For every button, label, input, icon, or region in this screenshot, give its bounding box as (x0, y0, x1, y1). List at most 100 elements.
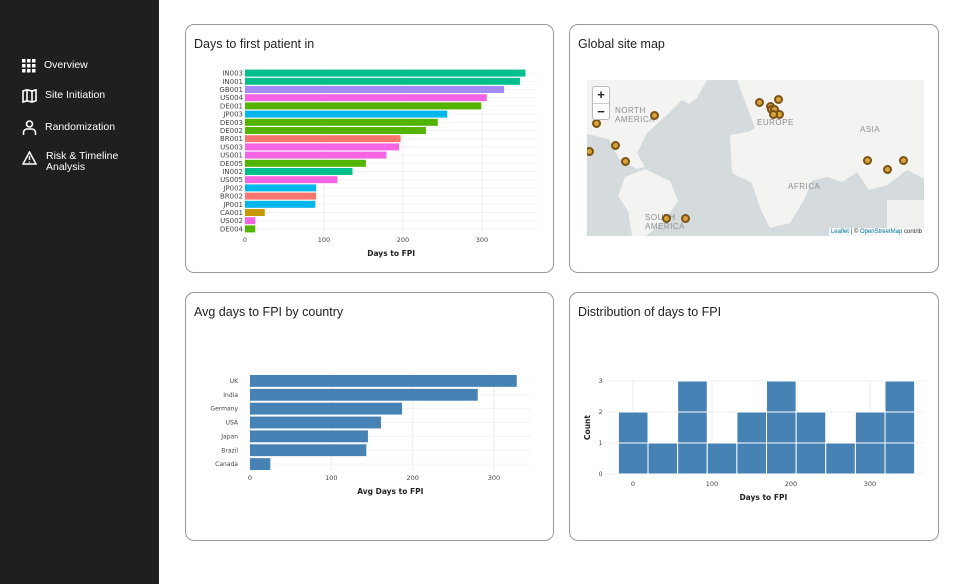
y-tick-label: IN002 (222, 168, 243, 176)
bar-india (250, 388, 478, 401)
site-marker[interactable] (898, 155, 908, 165)
y-tick-label: Germany (210, 406, 238, 413)
leaflet-link[interactable]: Leaflet (830, 229, 849, 235)
histogram-bar (884, 442, 916, 475)
bar-de004 (245, 225, 256, 233)
y-tick-label: Brazil (221, 447, 238, 454)
site-marker[interactable] (754, 97, 764, 107)
x-tick-label: 300 (476, 236, 488, 244)
sidebar: Overview Site Initiation Randomization R… (0, 0, 159, 584)
bar-usa (250, 416, 381, 429)
y-tick-label: 2 (599, 409, 603, 416)
y-tick-label: US005 (220, 176, 243, 184)
x-axis-title: Days to FPI (367, 249, 415, 258)
bar-gb001 (245, 86, 505, 93)
histogram-bar (647, 442, 679, 475)
y-tick-label: Canada (215, 461, 238, 468)
grid-icon (22, 59, 36, 73)
card-title: Avg days to FPI by country (194, 305, 344, 319)
warning-icon (22, 151, 37, 165)
sidebar-item-label: Randomization (45, 121, 116, 133)
x-tick-label: 200 (406, 474, 418, 482)
site-marker[interactable] (680, 213, 690, 223)
histogram-bar (884, 411, 916, 444)
histogram-bar (766, 380, 797, 413)
y-tick-label: 0 (599, 471, 603, 478)
y-tick-label: UK (230, 378, 239, 385)
x-axis-title: Days to FPI (739, 493, 787, 502)
bar-jp002 (245, 184, 317, 192)
y-axis-title: Count (583, 415, 592, 440)
histogram-bar (766, 442, 797, 475)
bar-brazil (250, 444, 367, 457)
x-tick-label: 200 (397, 236, 409, 244)
bar-in003 (245, 69, 526, 77)
bar-de005 (245, 159, 366, 167)
map-label-europe: EUROPE (757, 118, 794, 127)
sidebar-item-label: Overview (44, 59, 88, 71)
sidebar-item-randomization[interactable]: Randomization (22, 120, 115, 135)
bar-japan (250, 430, 368, 443)
y-tick-label: US004 (220, 94, 243, 102)
bar-br002 (245, 192, 317, 200)
bar-us002 (245, 217, 256, 225)
fpi-bar-chart: 0 100 200 300 IN003IN001GB001US004DE001JP003… (219, 69, 538, 258)
sidebar-item-overview[interactable]: Overview (22, 59, 88, 73)
bar-us001 (245, 151, 387, 159)
user-icon (22, 120, 37, 135)
site-marker[interactable] (768, 109, 778, 119)
site-map[interactable]: NORTH AMERICA EUROPE ASIA AFRICA SOUTH A… (587, 80, 924, 236)
zoom-in-button[interactable]: + (597, 87, 605, 102)
sidebar-item-risk-timeline[interactable]: Risk & Timeline Analysis (22, 151, 118, 173)
y-tick-label: DE001 (220, 102, 243, 110)
zoom-control: + − (592, 86, 610, 120)
bar-in001 (245, 77, 520, 85)
bar-ca001 (245, 209, 265, 216)
bar-de002 (245, 127, 426, 134)
histogram-bar (736, 411, 768, 444)
y-tick-label: US002 (220, 217, 243, 225)
bar-jp003 (245, 110, 448, 118)
y-tick-label: GB001 (219, 86, 243, 94)
map-land (587, 80, 924, 236)
y-tick-label: DE005 (220, 160, 243, 168)
site-marker[interactable] (661, 213, 671, 223)
histogram-bar (736, 442, 768, 475)
card-title: Distribution of days to FPI (578, 305, 722, 319)
histogram-bar (825, 442, 856, 475)
y-tick-label: 3 (599, 378, 603, 385)
y-tick-label: US001 (220, 152, 243, 160)
site-marker[interactable] (610, 140, 620, 150)
x-tick-label: 0 (248, 474, 252, 482)
y-tick-label: IN003 (222, 70, 243, 78)
y-tick-label: JP002 (222, 184, 243, 192)
osm-link[interactable]: OpenStreetMap (859, 229, 903, 235)
site-marker[interactable] (882, 164, 892, 174)
x-tick-label: 0 (243, 236, 247, 244)
sidebar-item-label: Site Initiation (45, 89, 106, 101)
histogram-bar (795, 411, 827, 444)
sidebar-item-site-initiation[interactable]: Site Initiation (22, 89, 105, 103)
site-marker[interactable] (862, 155, 872, 165)
map-label-south-america: SOUTH AMERICA (645, 213, 685, 231)
site-marker[interactable] (587, 146, 594, 156)
card-distribution: Distribution of days to FPI 0 1 2 3 0 100 200 3… (569, 292, 939, 541)
map-label-asia: ASIA (860, 125, 881, 134)
histogram-bar (677, 411, 708, 444)
zoom-out-button[interactable]: − (593, 103, 609, 119)
x-axis-title: Avg Days to FPI (357, 487, 423, 496)
card-days-to-fpi: Days to first patient in 0 100 200 300 IN003… (185, 24, 554, 273)
site-marker[interactable] (649, 110, 659, 120)
x-tick-label: 100 (706, 480, 718, 488)
map-label-north-america: NORTH AMERICA (615, 106, 655, 124)
country-bar-chart: 0 100 200 300 UK India Germany USA Japan Brazil Ca… (210, 374, 531, 496)
histogram-bar (677, 442, 708, 475)
site-marker[interactable] (620, 156, 630, 166)
y-tick-label: US003 (220, 143, 243, 151)
histogram-bar (766, 411, 797, 444)
site-marker[interactable] (773, 94, 783, 104)
card-title: Global site map (578, 37, 665, 51)
map-label-africa: AFRICA (788, 182, 821, 191)
map-icon (22, 89, 37, 103)
x-tick-label: 0 (631, 480, 635, 488)
